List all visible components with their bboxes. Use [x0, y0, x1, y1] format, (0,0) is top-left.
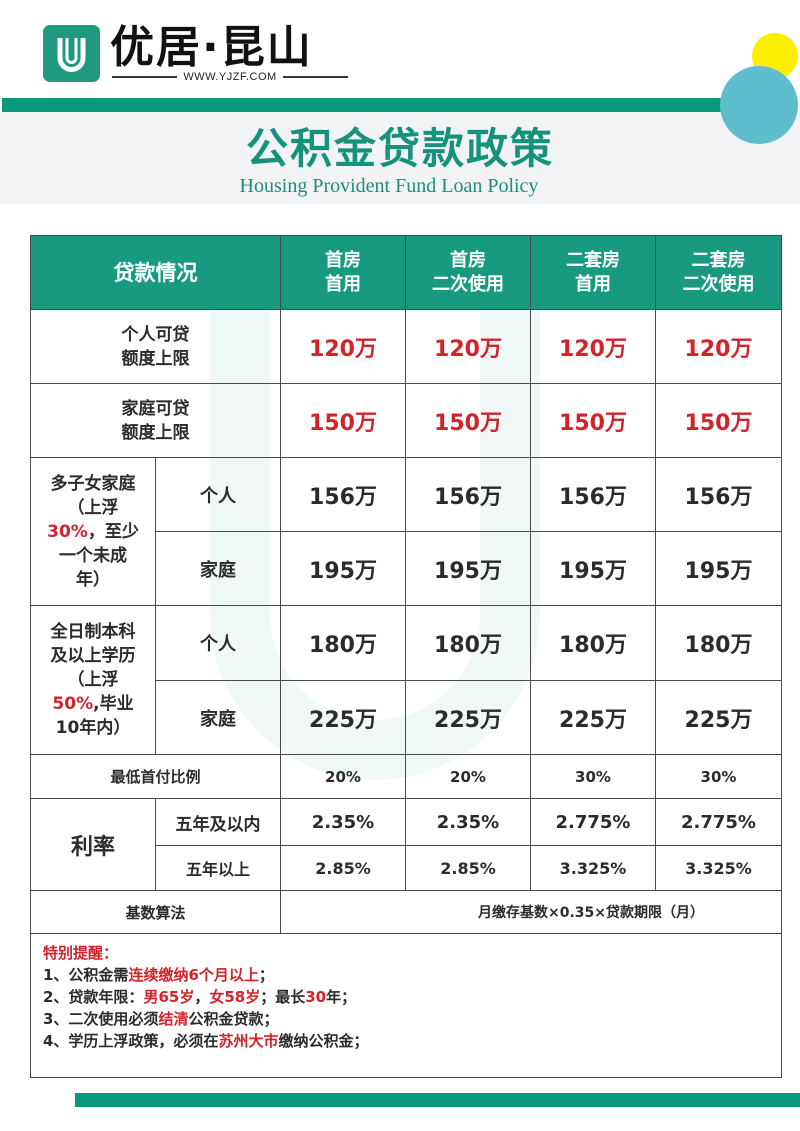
cell-value: 20%: [405, 754, 531, 799]
header-col-4: 二套房 二次使用: [655, 235, 782, 310]
divider: [112, 76, 178, 78]
cell-value: 150万: [280, 383, 406, 458]
brand-name: 优居·昆山: [110, 22, 313, 73]
title-band: [0, 112, 800, 204]
cell-value: 120万: [655, 309, 782, 384]
cell-value: 225万: [280, 680, 406, 755]
cell-value: 20%: [280, 754, 406, 799]
table-row-degree-personal: 全日制本科 及以上学历 （上浮 50%,毕业 10年内） 个人 180万 180…: [30, 605, 782, 755]
cell-value: 30%: [655, 754, 782, 799]
table-row-notes: 特别提醒： 1、公积金需连续缴纳6个月以上； 2、贷款年限：男65岁，女58岁；…: [30, 933, 782, 1078]
cell-value: 30%: [530, 754, 656, 799]
cell-value: 195万: [280, 531, 406, 606]
page-subtitle: Housing Provident Fund Loan Policy: [239, 175, 539, 197]
degree-group-label: 全日制本科 及以上学历 （上浮 50%,毕业 10年内）: [30, 605, 156, 755]
cell-value: 180万: [280, 605, 406, 681]
table-row-multichild-family: 家庭 195万 195万 195万 195万: [31, 531, 782, 606]
sub-label: 家庭: [155, 531, 281, 606]
table-row-personal-limit: 个人可贷 额度上限 120万 120万 120万 120万: [30, 309, 782, 384]
cell-value: 120万: [280, 309, 406, 384]
cell-value: 156万: [655, 457, 782, 532]
sub-label: 个人: [155, 457, 281, 532]
header-col-3: 二套房 首用: [530, 235, 656, 310]
cell-value: 150万: [655, 383, 782, 458]
cell-value: 156万: [530, 457, 656, 532]
cell-value: 156万: [405, 457, 531, 532]
cell-value: 225万: [530, 680, 656, 755]
cell-value: 195万: [405, 531, 531, 606]
brand-url: WWW.YJZF.COM: [112, 70, 348, 84]
table-row-down-payment: 最低首付比例 20% 20% 30% 30%: [30, 754, 782, 799]
sub-label: 家庭: [155, 680, 281, 755]
top-accent-bar: [2, 98, 742, 112]
note-item-3: 3、二次使用必须结清公积金贷款；: [43, 1010, 279, 1028]
cell-value: 195万: [655, 531, 782, 606]
row-label: 个人可贷 额度上限: [30, 309, 281, 384]
cell-value: 120万: [405, 309, 531, 384]
cell-value: 2.775%: [530, 798, 656, 846]
row-label: 最低首付比例: [30, 754, 281, 799]
cell-value: 150万: [405, 383, 531, 458]
sub-label: 五年以上: [155, 845, 281, 891]
cell-value: 3.325%: [655, 845, 782, 891]
note-item-2: 2、贷款年限：男65岁，女58岁；最长30年；: [43, 988, 357, 1006]
note-item-4: 4、学历上浮政策，必须在苏州大市缴纳公积金；: [43, 1032, 369, 1050]
table-row-family-limit: 家庭可贷 额度上限 150万 150万 150万 150万: [30, 383, 782, 458]
cell-value: 2.85%: [280, 845, 406, 891]
cell-value: 2.85%: [405, 845, 531, 891]
table-row-rate-over5: 五年以上 2.85% 2.85% 3.325% 3.325%: [31, 845, 782, 891]
cell-value: 180万: [655, 605, 782, 681]
cell-value: 180万: [405, 605, 531, 681]
header-col-1: 首房 首用: [280, 235, 406, 310]
cell-value: 3.325%: [530, 845, 656, 891]
cell-value: 2.35%: [280, 798, 406, 846]
url-text: WWW.YJZF.COM: [183, 71, 277, 83]
loan-policy-table: 贷款情况 首房 首用 首房 二次使用 二套房 首用 二套房 二次使用 个人可贷 额度上限 …: [30, 235, 782, 1078]
logo-icon: [43, 25, 100, 82]
notes-title: 特别提醒：: [43, 944, 119, 962]
cell-value: 225万: [655, 680, 782, 755]
table-row-base-formula: 基数算法 月缴存基数×0.35×贷款期限（月）: [30, 890, 782, 934]
divider: [282, 76, 348, 78]
header-loan-situation: 贷款情况: [30, 235, 281, 310]
sub-label: 五年及以内: [155, 798, 281, 846]
table-row-multichild-personal: 多子女家庭 （上浮 30%，至少 一个未成 年） 个人 156万 156万 15…: [30, 457, 782, 606]
table-header-row: 贷款情况 首房 首用 首房 二次使用 二套房 首用 二套房 二次使用: [30, 235, 782, 310]
multichild-group-label: 多子女家庭 （上浮 30%，至少 一个未成 年）: [30, 457, 156, 606]
cell-value: 195万: [530, 531, 656, 606]
cell-value: 150万: [530, 383, 656, 458]
cell-value: 156万: [280, 457, 406, 532]
formula-value: 月缴存基数×0.35×贷款期限（月）: [280, 890, 782, 934]
table-row-rate-within5: 利率 五年及以内 2.35% 2.35% 2.775% 2.775%: [30, 798, 782, 891]
decor-teal-circle: [720, 66, 798, 144]
note-item-1: 1、公积金需连续缴纳6个月以上；: [43, 966, 274, 984]
interest-rate-label: 利率: [30, 798, 156, 891]
cell-value: 225万: [405, 680, 531, 755]
row-label: 基数算法: [30, 890, 281, 934]
header-col-2: 首房 二次使用: [405, 235, 531, 310]
cell-value: 2.775%: [655, 798, 782, 846]
special-notes: 特别提醒： 1、公积金需连续缴纳6个月以上； 2、贷款年限：男65岁，女58岁；…: [30, 933, 782, 1078]
page-title: 公积金贷款政策: [245, 124, 554, 173]
cell-value: 2.35%: [405, 798, 531, 846]
bottom-accent-bar: [75, 1093, 800, 1107]
row-label: 家庭可贷 额度上限: [30, 383, 281, 458]
sub-label: 个人: [155, 605, 281, 681]
cell-value: 180万: [530, 605, 656, 681]
cell-value: 120万: [530, 309, 656, 384]
